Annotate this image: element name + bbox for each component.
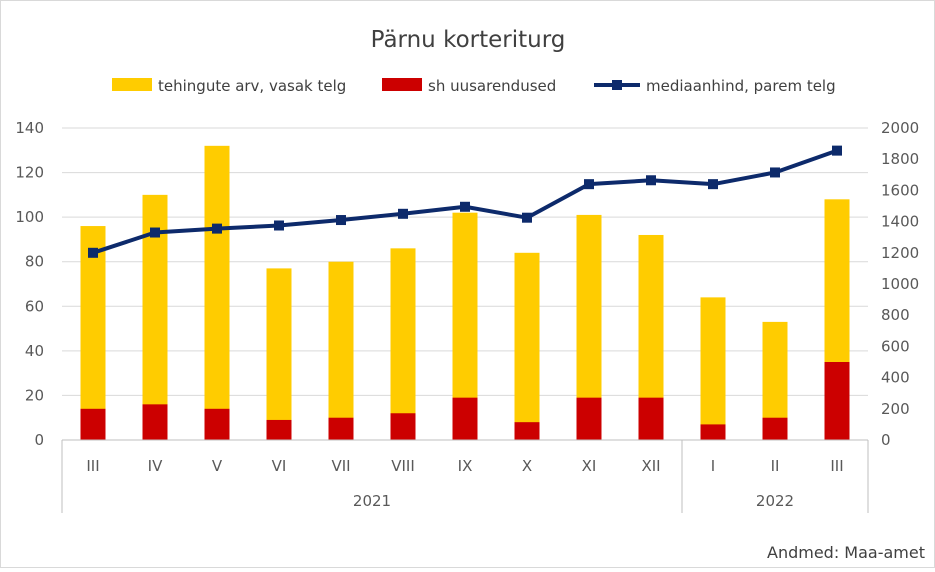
- median-price-marker: [88, 247, 98, 258]
- bar-new-developments: [824, 362, 850, 440]
- left-tick-label: 20: [25, 386, 44, 404]
- left-tick-label: 140: [15, 119, 44, 137]
- left-tick-label: 120: [15, 164, 44, 182]
- bar-deals: [514, 252, 540, 440]
- bar-new-developments: [762, 417, 788, 440]
- bar-new-developments: [266, 419, 292, 440]
- median-price-marker: [460, 201, 470, 212]
- bar-new-developments: [576, 397, 602, 440]
- median-price-marker: [336, 215, 346, 226]
- left-tick-label: 0: [34, 431, 44, 449]
- right-tick-label: 1400: [881, 213, 919, 231]
- x-tick-label: XI: [582, 457, 597, 475]
- bar-new-developments: [204, 408, 230, 440]
- right-tick-label: 0: [881, 431, 891, 449]
- price-line: [88, 145, 842, 258]
- bar-deals: [390, 248, 416, 440]
- x-tick-label: IV: [148, 457, 163, 475]
- median-price-marker: [708, 179, 718, 190]
- bars: [80, 145, 850, 441]
- right-tick-label: 600: [881, 337, 910, 355]
- legend-swatch-new-developments: [382, 78, 422, 91]
- right-tick-label: 1000: [881, 275, 919, 293]
- left-tick-label: 40: [25, 342, 44, 360]
- right-tick-label: 800: [881, 306, 910, 324]
- bar-new-developments: [80, 408, 106, 440]
- median-price-marker: [646, 175, 656, 186]
- x-tick-label: V: [212, 457, 223, 475]
- bar-new-developments: [452, 397, 478, 440]
- x-tick-label: III: [830, 457, 843, 475]
- right-axis-ticks: 0 200 400 600 800 1000 1200 1400 1600 1800 2000: [881, 119, 919, 449]
- left-tick-label: 80: [25, 253, 44, 271]
- median-price-marker: [274, 220, 284, 231]
- bar-deals: [328, 261, 354, 440]
- right-tick-label: 200: [881, 400, 910, 418]
- left-axis-ticks: 0 20 40 60 80 100 120 140: [15, 119, 44, 449]
- legend-label-new-developments: sh uusarendused: [428, 77, 556, 95]
- bar-new-developments: [514, 422, 540, 440]
- bar-deals: [80, 226, 106, 440]
- source-note: Andmed: Maa-amet: [767, 543, 925, 562]
- bar-deals: [266, 268, 292, 440]
- x-tick-label: I: [711, 457, 715, 475]
- x-tick-label: II: [771, 457, 780, 475]
- median-price-marker: [212, 223, 222, 234]
- right-tick-label: 1200: [881, 244, 919, 262]
- legend-label-median-price: mediaanhind, parem telg: [646, 77, 836, 95]
- median-price-marker: [522, 212, 532, 223]
- bar-new-developments: [638, 397, 664, 440]
- x-tick-label: IX: [458, 457, 473, 475]
- median-price-marker: [832, 145, 842, 156]
- chart-title: Pärnu korteriturg: [371, 27, 566, 53]
- right-tick-label: 1600: [881, 181, 919, 199]
- x-group-label: 2021: [353, 492, 391, 510]
- x-tick-label: VI: [272, 457, 287, 475]
- x-tick-label: XII: [641, 457, 660, 475]
- right-tick-label: 2000: [881, 119, 919, 137]
- bar-new-developments: [390, 413, 416, 440]
- median-price-marker: [584, 179, 594, 190]
- x-tick-label: VII: [331, 457, 350, 475]
- bar-deals: [700, 297, 726, 440]
- left-tick-label: 60: [25, 297, 44, 315]
- right-tick-label: 1800: [881, 150, 919, 168]
- x-tick-label: X: [522, 457, 532, 475]
- x-tick-label: VIII: [391, 457, 415, 475]
- bar-deals: [204, 145, 230, 441]
- bar-new-developments: [328, 417, 354, 440]
- bar-new-developments: [142, 404, 168, 440]
- median-price-marker: [150, 227, 160, 238]
- left-tick-label: 100: [15, 208, 44, 226]
- x-group-label: 2022: [756, 492, 794, 510]
- right-tick-label: 400: [881, 369, 910, 387]
- median-price-marker: [770, 167, 780, 178]
- bar-new-developments: [700, 424, 726, 440]
- x-tick-label: III: [86, 457, 99, 475]
- legend: tehingute arv, vasak telg sh uusarenduse…: [112, 77, 836, 95]
- legend-marker-median-price: [612, 80, 622, 90]
- legend-label-deals: tehingute arv, vasak telg: [158, 77, 346, 95]
- legend-swatch-deals: [112, 78, 152, 91]
- median-price-marker: [398, 208, 408, 219]
